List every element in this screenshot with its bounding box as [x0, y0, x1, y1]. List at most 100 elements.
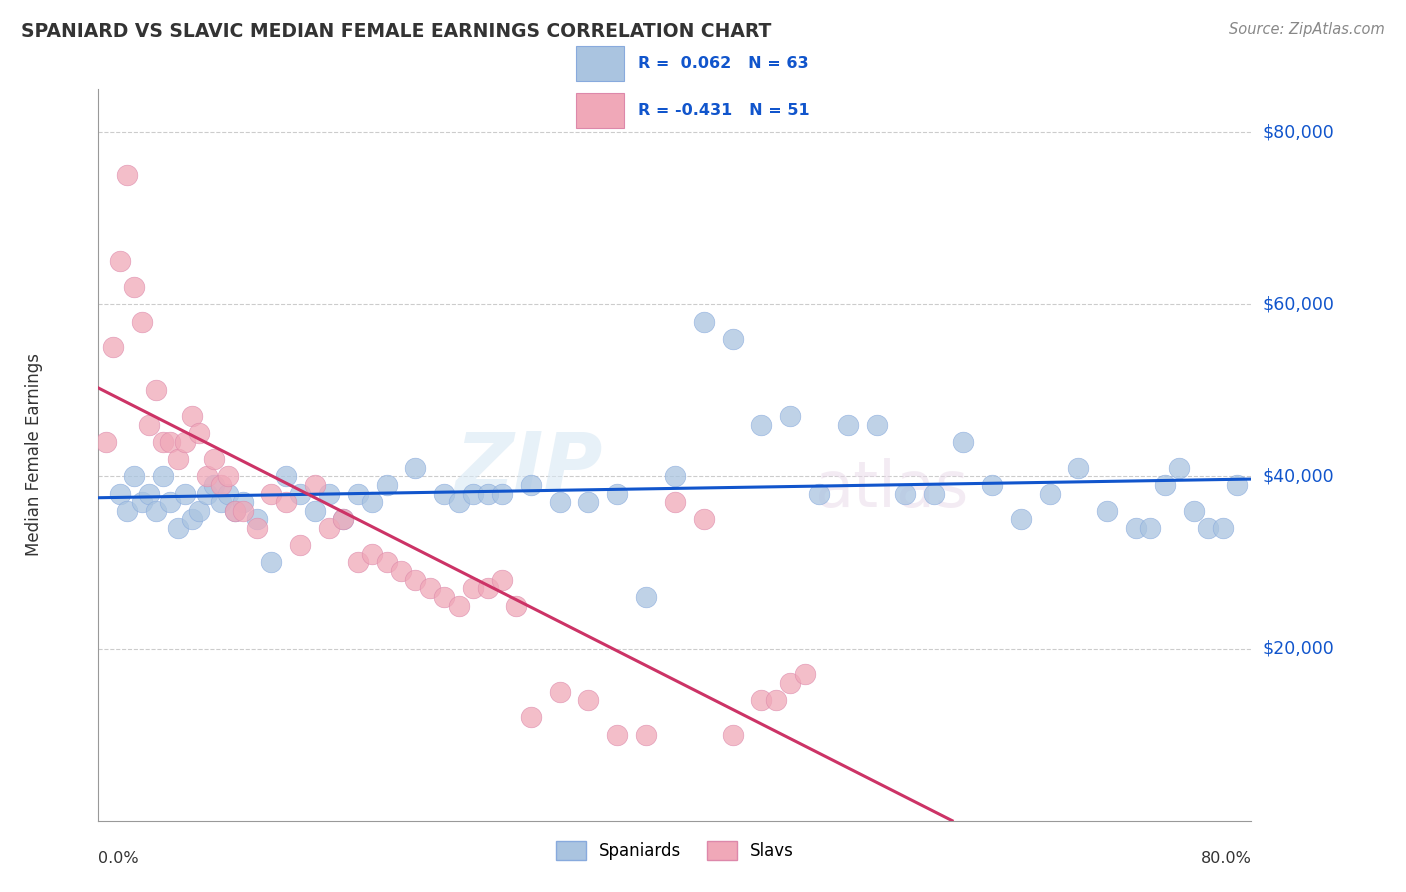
Point: [217, 469, 239, 483]
Point: [952, 435, 974, 450]
Legend: Spaniards, Slavs: Spaniards, Slavs: [550, 835, 800, 867]
Text: $20,000: $20,000: [1263, 640, 1334, 657]
Point: [463, 486, 485, 500]
Point: [174, 435, 197, 450]
Point: [520, 478, 543, 492]
Point: [463, 582, 485, 596]
Point: [94, 435, 117, 450]
Point: [290, 538, 312, 552]
Point: [664, 469, 686, 483]
Point: [138, 417, 160, 432]
Point: [693, 512, 716, 526]
Point: [217, 486, 239, 500]
Point: [636, 590, 658, 604]
Point: [606, 486, 628, 500]
Text: $60,000: $60,000: [1263, 295, 1334, 313]
Point: [721, 332, 744, 346]
Text: R = -0.431   N = 51: R = -0.431 N = 51: [638, 103, 810, 118]
Point: [195, 486, 218, 500]
Point: [108, 254, 131, 268]
Point: [347, 556, 370, 570]
Point: [477, 486, 499, 500]
Point: [924, 486, 946, 500]
Point: [209, 478, 232, 492]
Point: [209, 495, 232, 509]
Point: [145, 504, 167, 518]
Point: [246, 521, 269, 535]
Point: [304, 478, 326, 492]
Point: [389, 564, 412, 578]
Point: [405, 573, 427, 587]
Point: [159, 435, 181, 450]
Point: [361, 547, 384, 561]
Point: [894, 486, 917, 500]
Point: [101, 340, 124, 354]
Point: [405, 460, 427, 475]
Point: [419, 582, 441, 596]
Point: [693, 314, 716, 328]
Point: [231, 504, 254, 518]
Point: [578, 693, 600, 707]
Point: [1182, 504, 1205, 518]
Point: [375, 556, 398, 570]
Text: $40,000: $40,000: [1263, 467, 1334, 485]
Point: [751, 693, 773, 707]
Point: [1168, 460, 1191, 475]
Point: [765, 693, 787, 707]
Point: [866, 417, 889, 432]
Point: [260, 556, 283, 570]
Point: [347, 486, 370, 500]
Point: [304, 504, 326, 518]
Point: [1097, 504, 1119, 518]
Point: [131, 314, 153, 328]
Text: ZIP: ZIP: [456, 429, 603, 507]
Point: [195, 469, 218, 483]
Point: [224, 504, 246, 518]
Point: [174, 486, 197, 500]
Point: [721, 728, 744, 742]
Point: [274, 469, 297, 483]
Point: [1010, 512, 1032, 526]
Point: [117, 168, 139, 182]
Point: [274, 495, 297, 509]
Point: [181, 409, 204, 424]
Point: [145, 384, 167, 398]
Point: [779, 676, 801, 690]
Text: 80.0%: 80.0%: [1201, 851, 1251, 866]
Point: [793, 667, 815, 681]
Point: [520, 710, 543, 724]
Point: [1197, 521, 1219, 535]
Text: $80,000: $80,000: [1263, 123, 1334, 141]
Point: [447, 599, 470, 613]
Point: [1226, 478, 1249, 492]
Point: [548, 684, 571, 698]
Point: [188, 426, 211, 441]
Bar: [576, 93, 624, 128]
Text: SPANIARD VS SLAVIC MEDIAN FEMALE EARNINGS CORRELATION CHART: SPANIARD VS SLAVIC MEDIAN FEMALE EARNING…: [21, 22, 772, 41]
Point: [361, 495, 384, 509]
Point: [138, 486, 160, 500]
Point: [318, 486, 340, 500]
Point: [202, 452, 225, 467]
Point: [491, 573, 513, 587]
Point: [318, 521, 340, 535]
Point: [447, 495, 470, 509]
Text: Median Female Earnings: Median Female Earnings: [24, 353, 42, 557]
Point: [1139, 521, 1161, 535]
Point: [1067, 460, 1090, 475]
Point: [1125, 521, 1147, 535]
Point: [808, 486, 831, 500]
Point: [166, 452, 188, 467]
Bar: [576, 45, 624, 81]
Point: [1154, 478, 1177, 492]
Point: [375, 478, 398, 492]
Point: [152, 435, 174, 450]
Text: atlas: atlas: [814, 458, 969, 520]
Text: R =  0.062   N = 63: R = 0.062 N = 63: [638, 56, 808, 70]
Point: [837, 417, 859, 432]
Point: [246, 512, 269, 526]
Point: [664, 495, 686, 509]
Point: [477, 582, 499, 596]
Point: [578, 495, 600, 509]
Point: [124, 469, 146, 483]
